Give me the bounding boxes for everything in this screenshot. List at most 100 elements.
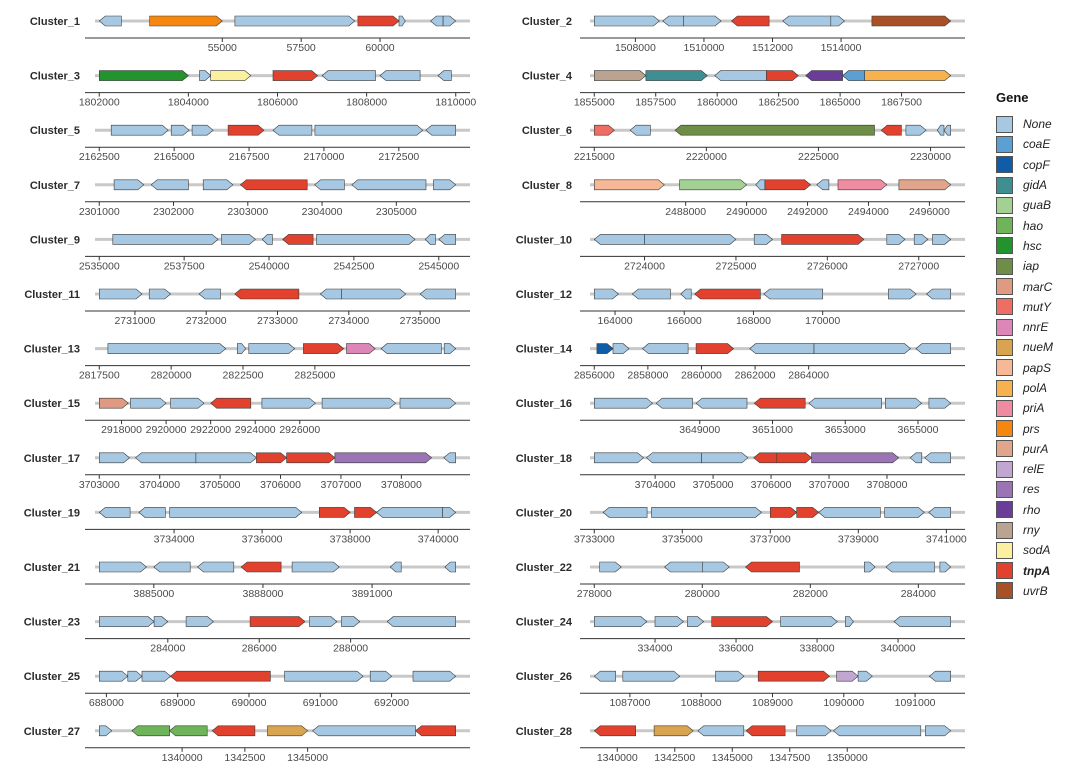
legend-item-nueM: nueM	[996, 337, 1076, 357]
legend-swatch-papS	[996, 359, 1013, 377]
legend-swatch-mutY	[996, 298, 1013, 316]
gene-arrow-None	[199, 70, 212, 81]
gene-arrow-None	[808, 397, 882, 409]
gene-arrow-None	[813, 343, 911, 354]
gene-arrow-tnpA	[796, 507, 820, 518]
tick-label: 2215000	[574, 151, 615, 163]
gene-arrow-None	[763, 288, 824, 300]
gene-arrow-None	[127, 670, 143, 682]
gene-arrow-None	[695, 397, 748, 409]
gene-arrow-None	[98, 15, 122, 27]
cluster-label: Cluster_19	[24, 507, 80, 519]
gene-arrow-tnpA	[239, 179, 308, 191]
tick-label: 3705000	[200, 479, 241, 491]
gene-arrow-None	[443, 452, 457, 464]
gene-arrow-tnpA	[210, 397, 252, 409]
gene-arrow-None	[687, 616, 705, 627]
tick-label: 1512000	[752, 42, 793, 54]
tick-label: 2926000	[279, 424, 320, 436]
tick-label: 57500	[287, 42, 316, 54]
cluster-label: Cluster_12	[516, 289, 572, 301]
gene-arrow-None	[272, 124, 313, 136]
cluster-16: Cluster_16 3649000 3651000 3653000 3655000	[516, 397, 965, 436]
legend-item-relE: relE	[996, 459, 1076, 479]
gene-arrow-None	[430, 15, 444, 27]
tick-label: 1340000	[597, 752, 638, 764]
legend-item-prs: prs	[996, 418, 1076, 438]
tick-label: 286000	[242, 643, 277, 655]
gene-arrow-None	[195, 452, 257, 464]
gene-arrow-None	[321, 70, 376, 81]
tick-label: 2820000	[151, 370, 192, 382]
gene-arrow-None	[714, 70, 767, 81]
gene-arrow-None	[312, 725, 416, 737]
tick-label: 3706000	[751, 479, 792, 491]
legend-label-iap: iap	[1023, 259, 1040, 274]
gene-arrow-None	[755, 179, 766, 191]
cluster-26: Cluster_26 1087000 1088000 1089000 1090000 10…	[516, 670, 965, 709]
gene-arrow-None	[884, 507, 925, 518]
gene-arrow-None	[369, 670, 393, 682]
legend-swatch-uvrB	[996, 582, 1013, 600]
tick-label: 2172500	[378, 151, 419, 163]
legend-label-marC: marC	[1023, 279, 1053, 294]
legend-item-res: res	[996, 479, 1076, 499]
legend-swatch-gidA	[996, 176, 1013, 194]
legend-item-priA: priA	[996, 398, 1076, 418]
tick-label: 2162500	[79, 151, 120, 163]
tick-label: 2545000	[418, 260, 459, 272]
tick-label: 2922000	[190, 424, 231, 436]
tick-label: 1857500	[635, 97, 676, 109]
gene-arrow-None	[412, 670, 457, 682]
gene-arrow-None	[379, 70, 421, 81]
tick-label: 284000	[150, 643, 185, 655]
gene-arrow-copF	[596, 343, 614, 354]
gene-arrow-None	[943, 124, 952, 136]
cluster-label: Cluster_3	[30, 71, 80, 83]
gene-arrow-mutY	[593, 124, 615, 136]
legend-label-rny: rny	[1023, 523, 1040, 538]
gene-arrow-tnpA	[695, 343, 735, 354]
gene-arrow-None	[697, 725, 745, 737]
gene-arrow-None	[936, 124, 945, 136]
tick-label: 1342500	[654, 752, 695, 764]
gene-arrow-None	[314, 124, 424, 136]
gene-arrow-nnrE	[346, 343, 376, 354]
tick-label: 1802000	[79, 97, 120, 109]
gene-arrow-None	[319, 288, 343, 300]
gene-arrow-tnpA	[249, 616, 306, 627]
gene-arrow-None	[857, 670, 873, 682]
tick-label: 2735000	[400, 315, 441, 327]
gene-arrow-None	[99, 561, 147, 573]
gene-arrow-None	[715, 670, 745, 682]
tick-label: 3653000	[825, 424, 866, 436]
gene-arrow-None	[261, 234, 273, 245]
legend-swatch-res	[996, 480, 1013, 498]
tick-label: 336000	[719, 643, 754, 655]
cluster-label: Cluster_23	[24, 617, 80, 629]
tick-label: 1514000	[821, 42, 862, 54]
legend-swatch-polA	[996, 379, 1013, 397]
tick-label: 2726000	[807, 260, 848, 272]
tick-label: 2924000	[235, 424, 276, 436]
tick-label: 1855000	[574, 97, 615, 109]
gene-arrow-None	[419, 288, 457, 300]
tick-label: 2165000	[154, 151, 195, 163]
tick-label: 340000	[881, 643, 916, 655]
cluster-24: Cluster_24 334000 336000 338000 340000	[516, 616, 965, 655]
tick-label: 1806000	[257, 97, 298, 109]
tick-label: 688000	[89, 697, 124, 709]
gene-arrow-None	[893, 616, 952, 627]
gene-arrow-None	[863, 561, 876, 573]
cluster-23: Cluster_23 284000 286000 288000	[24, 616, 470, 655]
gene-arrow-None	[884, 397, 923, 409]
cluster-12: Cluster_12 164000 166000 168000 170000	[516, 288, 965, 327]
legend-label-guaB: guaB	[1023, 198, 1052, 213]
gene-arrow-None	[291, 561, 340, 573]
cluster-label: Cluster_25	[24, 671, 80, 683]
legend-label-nueM: nueM	[1023, 340, 1054, 355]
legend-item-tnpA: tnpA	[996, 561, 1076, 581]
legend-item-sodA: sodA	[996, 540, 1076, 560]
cluster-14: Cluster_14 2856000 2858000 2860000 2862000 28…	[516, 343, 965, 382]
tick-label: 282000	[793, 588, 828, 600]
